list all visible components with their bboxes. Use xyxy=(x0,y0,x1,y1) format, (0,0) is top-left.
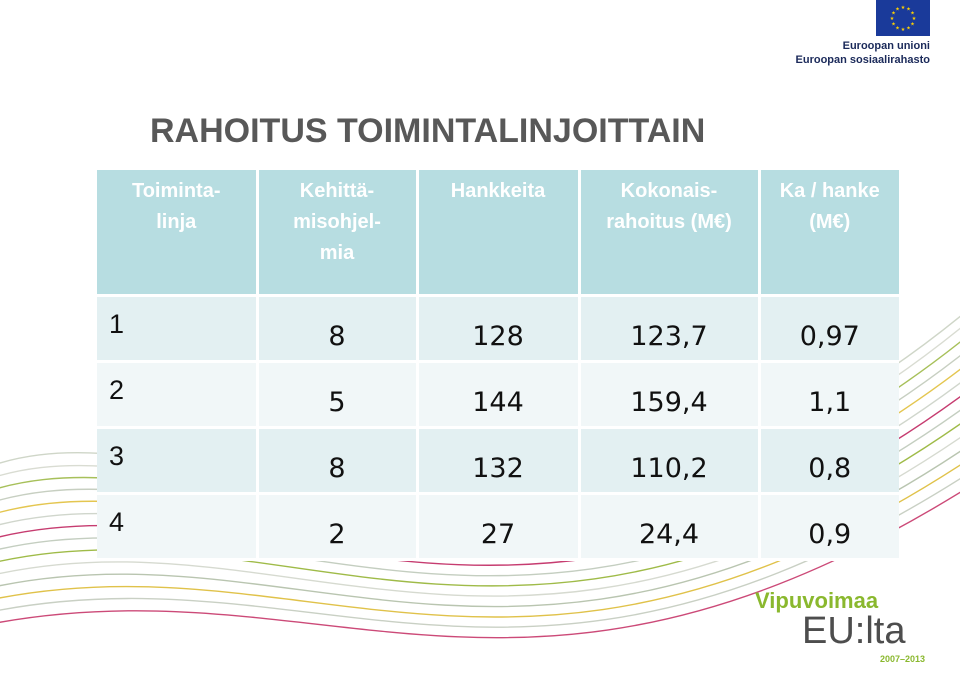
eu-star-icon: ★ xyxy=(906,26,911,32)
eu-star-icon: ★ xyxy=(910,22,915,28)
logo-years: 2007–2013 xyxy=(880,654,926,664)
cell-kehittamisohjelmia: 8 xyxy=(257,295,419,363)
cell-toimintalinja: 4 xyxy=(97,493,259,561)
header-hankkeita: Hankkeita xyxy=(417,170,581,297)
logo-brand: Vipuvoimaa xyxy=(755,588,879,613)
logo-wordmark: EU:lta xyxy=(802,610,906,652)
header-line: Kehittä- xyxy=(299,180,375,202)
cell-kokonaisrahoitus: 123,7 xyxy=(579,295,761,363)
header-line: Toiminta- xyxy=(131,180,221,202)
header-line: Hankkeita xyxy=(450,180,546,202)
table-row: 2 5 144 159,4 1,1 xyxy=(97,361,899,429)
cell-toimintalinja: 3 xyxy=(97,427,259,495)
cell-kehittamisohjelmia: 8 xyxy=(257,427,419,495)
cell-hankkeita: 144 xyxy=(417,361,581,429)
cell-ka-hanke: 0,8 xyxy=(759,427,899,495)
cell-kokonaisrahoitus: 159,4 xyxy=(579,361,761,429)
header-line: Kokonais- xyxy=(620,180,718,202)
eu-star-icon: ★ xyxy=(910,11,915,17)
cell-toimintalinja: 1 xyxy=(97,295,259,363)
cell-hankkeita: 132 xyxy=(417,427,581,495)
eu-star-icon: ★ xyxy=(891,11,896,17)
cell-kehittamisohjelmia: 5 xyxy=(257,361,419,429)
table-row: 3 8 132 110,2 0,8 xyxy=(97,427,899,495)
eu-star-icon: ★ xyxy=(891,22,896,28)
header-line: Ka / hanke xyxy=(779,180,880,202)
header-kehittamisohjelmia: Kehittä- misohjel- mia xyxy=(257,170,419,297)
header-toimintalinja: Toiminta- linja xyxy=(97,170,259,297)
header-line: (M€) xyxy=(809,211,851,233)
header-kokonaisrahoitus: Kokonais- rahoitus (M€) xyxy=(579,170,761,297)
eu-star-icon: ★ xyxy=(901,5,906,11)
eu-flag-icon: ★ ★ ★ ★ ★ ★ ★ ★ ★ ★ ★ ★ xyxy=(876,0,930,36)
table-row: 4 2 27 24,4 0,9 xyxy=(97,493,899,561)
header-ka-hanke: Ka / hanke (M€) xyxy=(759,170,899,297)
header-line: rahoitus (M€) xyxy=(606,211,732,233)
cell-toimintalinja: 2 xyxy=(97,361,259,429)
funding-table: Toiminta- linja Kehittä- misohjel- mia H… xyxy=(97,170,899,561)
cell-ka-hanke: 0,9 xyxy=(759,493,899,561)
cell-kokonaisrahoitus: 24,4 xyxy=(579,493,761,561)
table-header-row: Toiminta- linja Kehittä- misohjel- mia H… xyxy=(97,170,899,297)
eu-star-icon: ★ xyxy=(912,16,917,22)
eu-logo-line2: Euroopan sosiaalirahasto xyxy=(795,54,930,66)
cell-kehittamisohjelmia: 2 xyxy=(257,493,419,561)
eu-star-icon: ★ xyxy=(901,27,906,33)
cell-ka-hanke: 1,1 xyxy=(759,361,899,429)
header-line: linja xyxy=(156,211,197,233)
eu-star-icon: ★ xyxy=(906,6,911,12)
header-line: misohjel- xyxy=(293,211,381,233)
header-line: mia xyxy=(319,242,355,264)
vipuvoimaa-eulta-logo: Vipuvoimaa EU:lta 2007–2013 xyxy=(752,588,942,673)
cell-ka-hanke: 0,97 xyxy=(759,295,899,363)
table-row: 1 8 128 123,7 0,97 xyxy=(97,295,899,363)
eu-star-icon: ★ xyxy=(895,6,900,12)
eu-star-icon: ★ xyxy=(895,26,900,32)
cell-hankkeita: 27 xyxy=(417,493,581,561)
cell-kokonaisrahoitus: 110,2 xyxy=(579,427,761,495)
eu-logo-line1: Euroopan unioni xyxy=(842,40,930,52)
eu-star-icon: ★ xyxy=(890,16,895,22)
cell-hankkeita: 128 xyxy=(417,295,581,363)
page-title: RAHOITUS TOIMINTALINJOITTAIN xyxy=(150,112,706,150)
